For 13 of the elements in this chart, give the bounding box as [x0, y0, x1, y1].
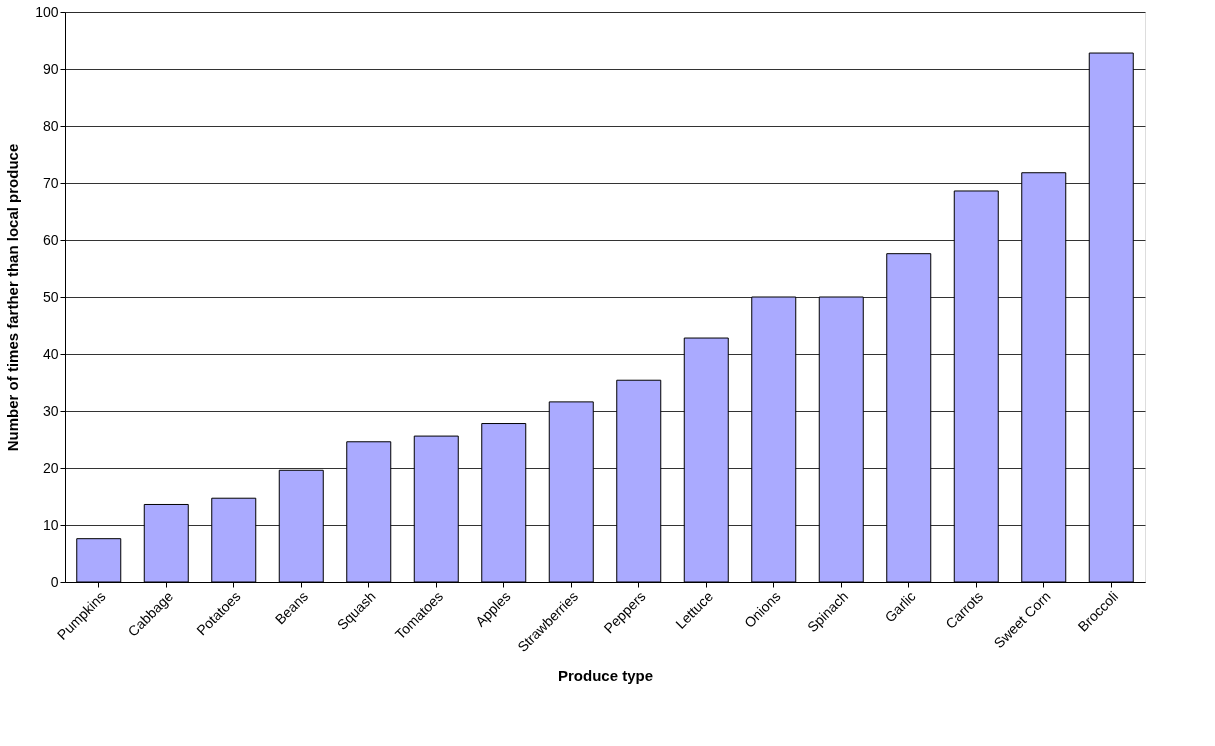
y-tick-label: 0: [50, 573, 59, 590]
y-tick-label: 50: [42, 288, 59, 305]
x-axis-title: Produce type: [557, 666, 654, 684]
y-tick-label: 60: [42, 231, 59, 248]
y-tick-label: 20: [42, 459, 59, 476]
y-tick-label: 40: [42, 345, 59, 362]
y-tick-label: 70: [42, 174, 59, 191]
y-tick-label: 10: [42, 516, 59, 533]
y-tick-label: 30: [42, 402, 59, 419]
y-tick-label: 80: [42, 117, 59, 134]
y-axis-title: Number of times farther than local produce: [4, 143, 22, 452]
y-tick-label: 90: [42, 60, 59, 77]
y-tick-label: 100: [35, 3, 59, 20]
